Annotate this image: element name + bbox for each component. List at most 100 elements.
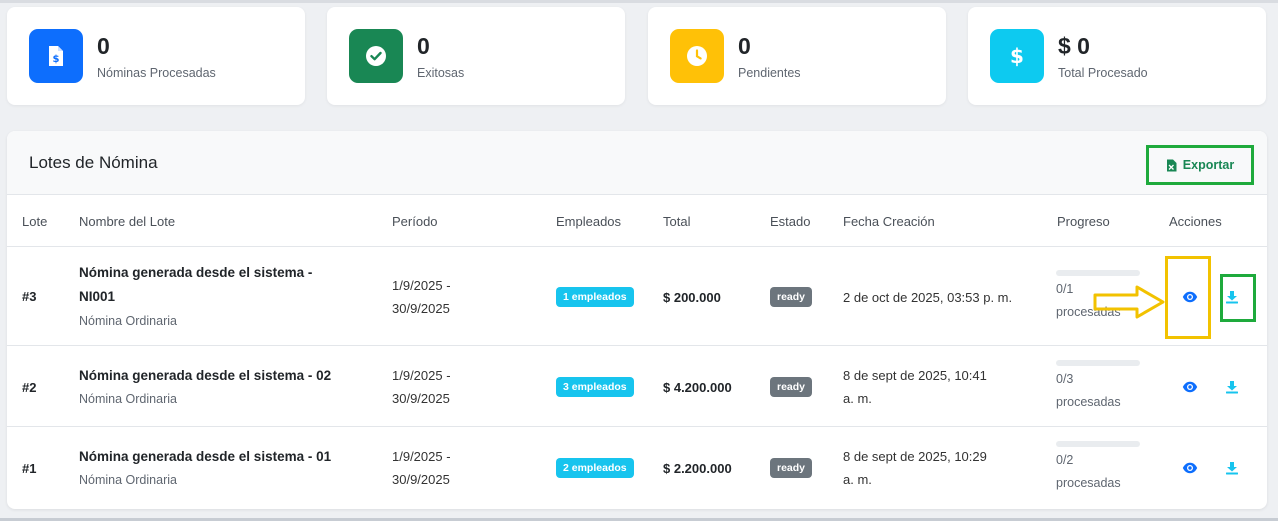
stat-card-total-procesado: $ $ 0 Total Procesado [968,7,1266,105]
batch-name-line: Nómina generada desde el sistema - [79,265,313,280]
progress-label: procesadas [1056,395,1121,409]
highlight-box-download [1220,274,1256,322]
export-button[interactable]: Exportar [1146,145,1254,185]
creation-date: 2 de oct de 2025, 03:53 p. m. [843,286,1012,309]
download-button[interactable] [1222,287,1242,307]
period-line: 30/9/2025 [392,472,450,487]
panel-header: Lotes de Nómina Exportar [7,131,1267,195]
download-icon [1226,291,1238,304]
eye-icon [1182,381,1198,393]
period-line: 1/9/2025 - [392,278,451,293]
batch-name-line: NI001 [79,289,116,304]
download-button[interactable] [1222,458,1242,478]
batch-type: Nómina Ordinaria [79,392,177,406]
period-line: 30/9/2025 [392,391,450,406]
status-badge: ready [770,458,813,478]
table-row: #2 Nómina generada desde el sistema - 02… [7,346,1267,427]
svg-text:$: $ [53,54,60,65]
batch-name-line: Nómina generada desde el sistema - 01 [79,449,332,464]
employees-badge: 1 empleados [556,287,634,307]
dollar-icon: $ [990,29,1044,83]
column-header-total: Total [663,214,691,229]
progress-text: 0/3 procesadas [1056,368,1121,414]
date-line: 2 de oct de 2025, 03:53 p. m. [843,290,1013,305]
stat-card-exitosas: 0 Exitosas [327,7,625,105]
eye-icon [1182,291,1198,303]
batch-name: Nómina generada desde el sistema - 02 [79,364,331,388]
panel-title: Lotes de Nómina [29,153,158,172]
stat-label: Exitosas [417,66,465,80]
lote-number: #1 [22,461,37,476]
date-line: 8 de sept de 2025, 10:29 [843,449,987,464]
progress-count: 0/1 [1056,282,1074,296]
progress-text: 0/2 procesadas [1056,449,1121,495]
column-header-estado: Estado [770,214,811,229]
column-header-empleados: Empleados [556,214,622,229]
payroll-batches-panel: Lotes de Nómina Exportar Lote Nombre del… [7,131,1267,509]
download-icon [1226,381,1238,394]
batch-type: Nómina Ordinaria [79,314,177,328]
batch-name: Nómina generada desde el sistema - NI001 [79,261,312,309]
period-line: 30/9/2025 [392,301,450,316]
table-header: Lote Nombre del Lote Período Empleados T… [7,195,1267,247]
stat-value: $ 0 [1058,33,1090,59]
stat-label: Total Procesado [1058,66,1148,80]
view-button[interactable] [1180,458,1200,478]
date-line: 8 de sept de 2025, 10:41 [843,368,987,383]
period-line: 1/9/2025 - [392,449,451,464]
column-header-fecha: Fecha Creación [843,214,935,229]
batch-type: Nómina Ordinaria [79,473,177,487]
column-header-periodo: Período [392,214,438,229]
svg-text:$: $ [1010,44,1024,68]
stat-value: 0 [97,33,110,59]
batch-period: 1/9/2025 - 30/9/2025 [392,274,451,320]
employees-badge: 2 empleados [556,458,634,478]
batch-period: 1/9/2025 - 30/9/2025 [392,445,451,491]
check-circle-icon [349,29,403,83]
top-edge [0,0,1278,3]
view-button[interactable] [1180,377,1200,397]
date-line: a. m. [843,391,872,406]
progress-count: 0/3 [1056,372,1074,386]
progress-label: procesadas [1056,476,1121,490]
table-row: #3 Nómina generada desde el sistema - NI… [7,247,1267,346]
progress-bar [1056,360,1140,366]
employees-badge: 3 empleados [556,377,634,397]
lote-number: #2 [22,380,37,395]
download-icon [1226,462,1238,475]
table-row: #1 Nómina generada desde el sistema - 01… [7,427,1267,509]
bottom-edge [0,518,1278,521]
stat-card-pendientes: 0 Pendientes [648,7,946,105]
column-header-progreso: Progreso [1057,214,1110,229]
column-header-nombre: Nombre del Lote [79,214,176,229]
payroll-document-icon: $ [29,29,83,83]
period-line: 1/9/2025 - [392,368,451,383]
lote-number: #3 [22,289,37,304]
highlight-arrow-icon [1093,285,1165,319]
highlight-box-view [1165,256,1211,339]
export-label: Exportar [1182,158,1235,172]
stat-card-nominas-procesadas: $ 0 Nóminas Procesadas [7,7,305,105]
batch-total: $ 200.000 [663,290,721,305]
eye-icon [1182,462,1198,474]
excel-file-icon [1166,159,1177,171]
status-badge: ready [770,287,813,307]
stat-value: 0 [738,33,751,59]
status-badge: ready [770,377,813,397]
batch-name-line: Nómina generada desde el sistema - 02 [79,368,332,383]
creation-date: 8 de sept de 2025, 10:41 a. m. [843,364,987,410]
stat-value: 0 [417,33,430,59]
column-header-lote: Lote [22,214,48,229]
progress-bar [1056,441,1140,447]
stat-label: Pendientes [738,66,801,80]
progress-count: 0/2 [1056,453,1074,467]
stats-cards: $ 0 Nóminas Procesadas 0 Exitosas 0 Pend… [7,7,1271,105]
view-button[interactable] [1180,287,1200,307]
stat-label: Nóminas Procesadas [97,66,216,80]
date-line: a. m. [843,472,872,487]
download-button[interactable] [1222,377,1242,397]
progress-bar [1056,270,1140,276]
column-header-acciones: Acciones [1169,214,1222,229]
batch-period: 1/9/2025 - 30/9/2025 [392,364,451,410]
batch-name: Nómina generada desde el sistema - 01 [79,445,331,469]
